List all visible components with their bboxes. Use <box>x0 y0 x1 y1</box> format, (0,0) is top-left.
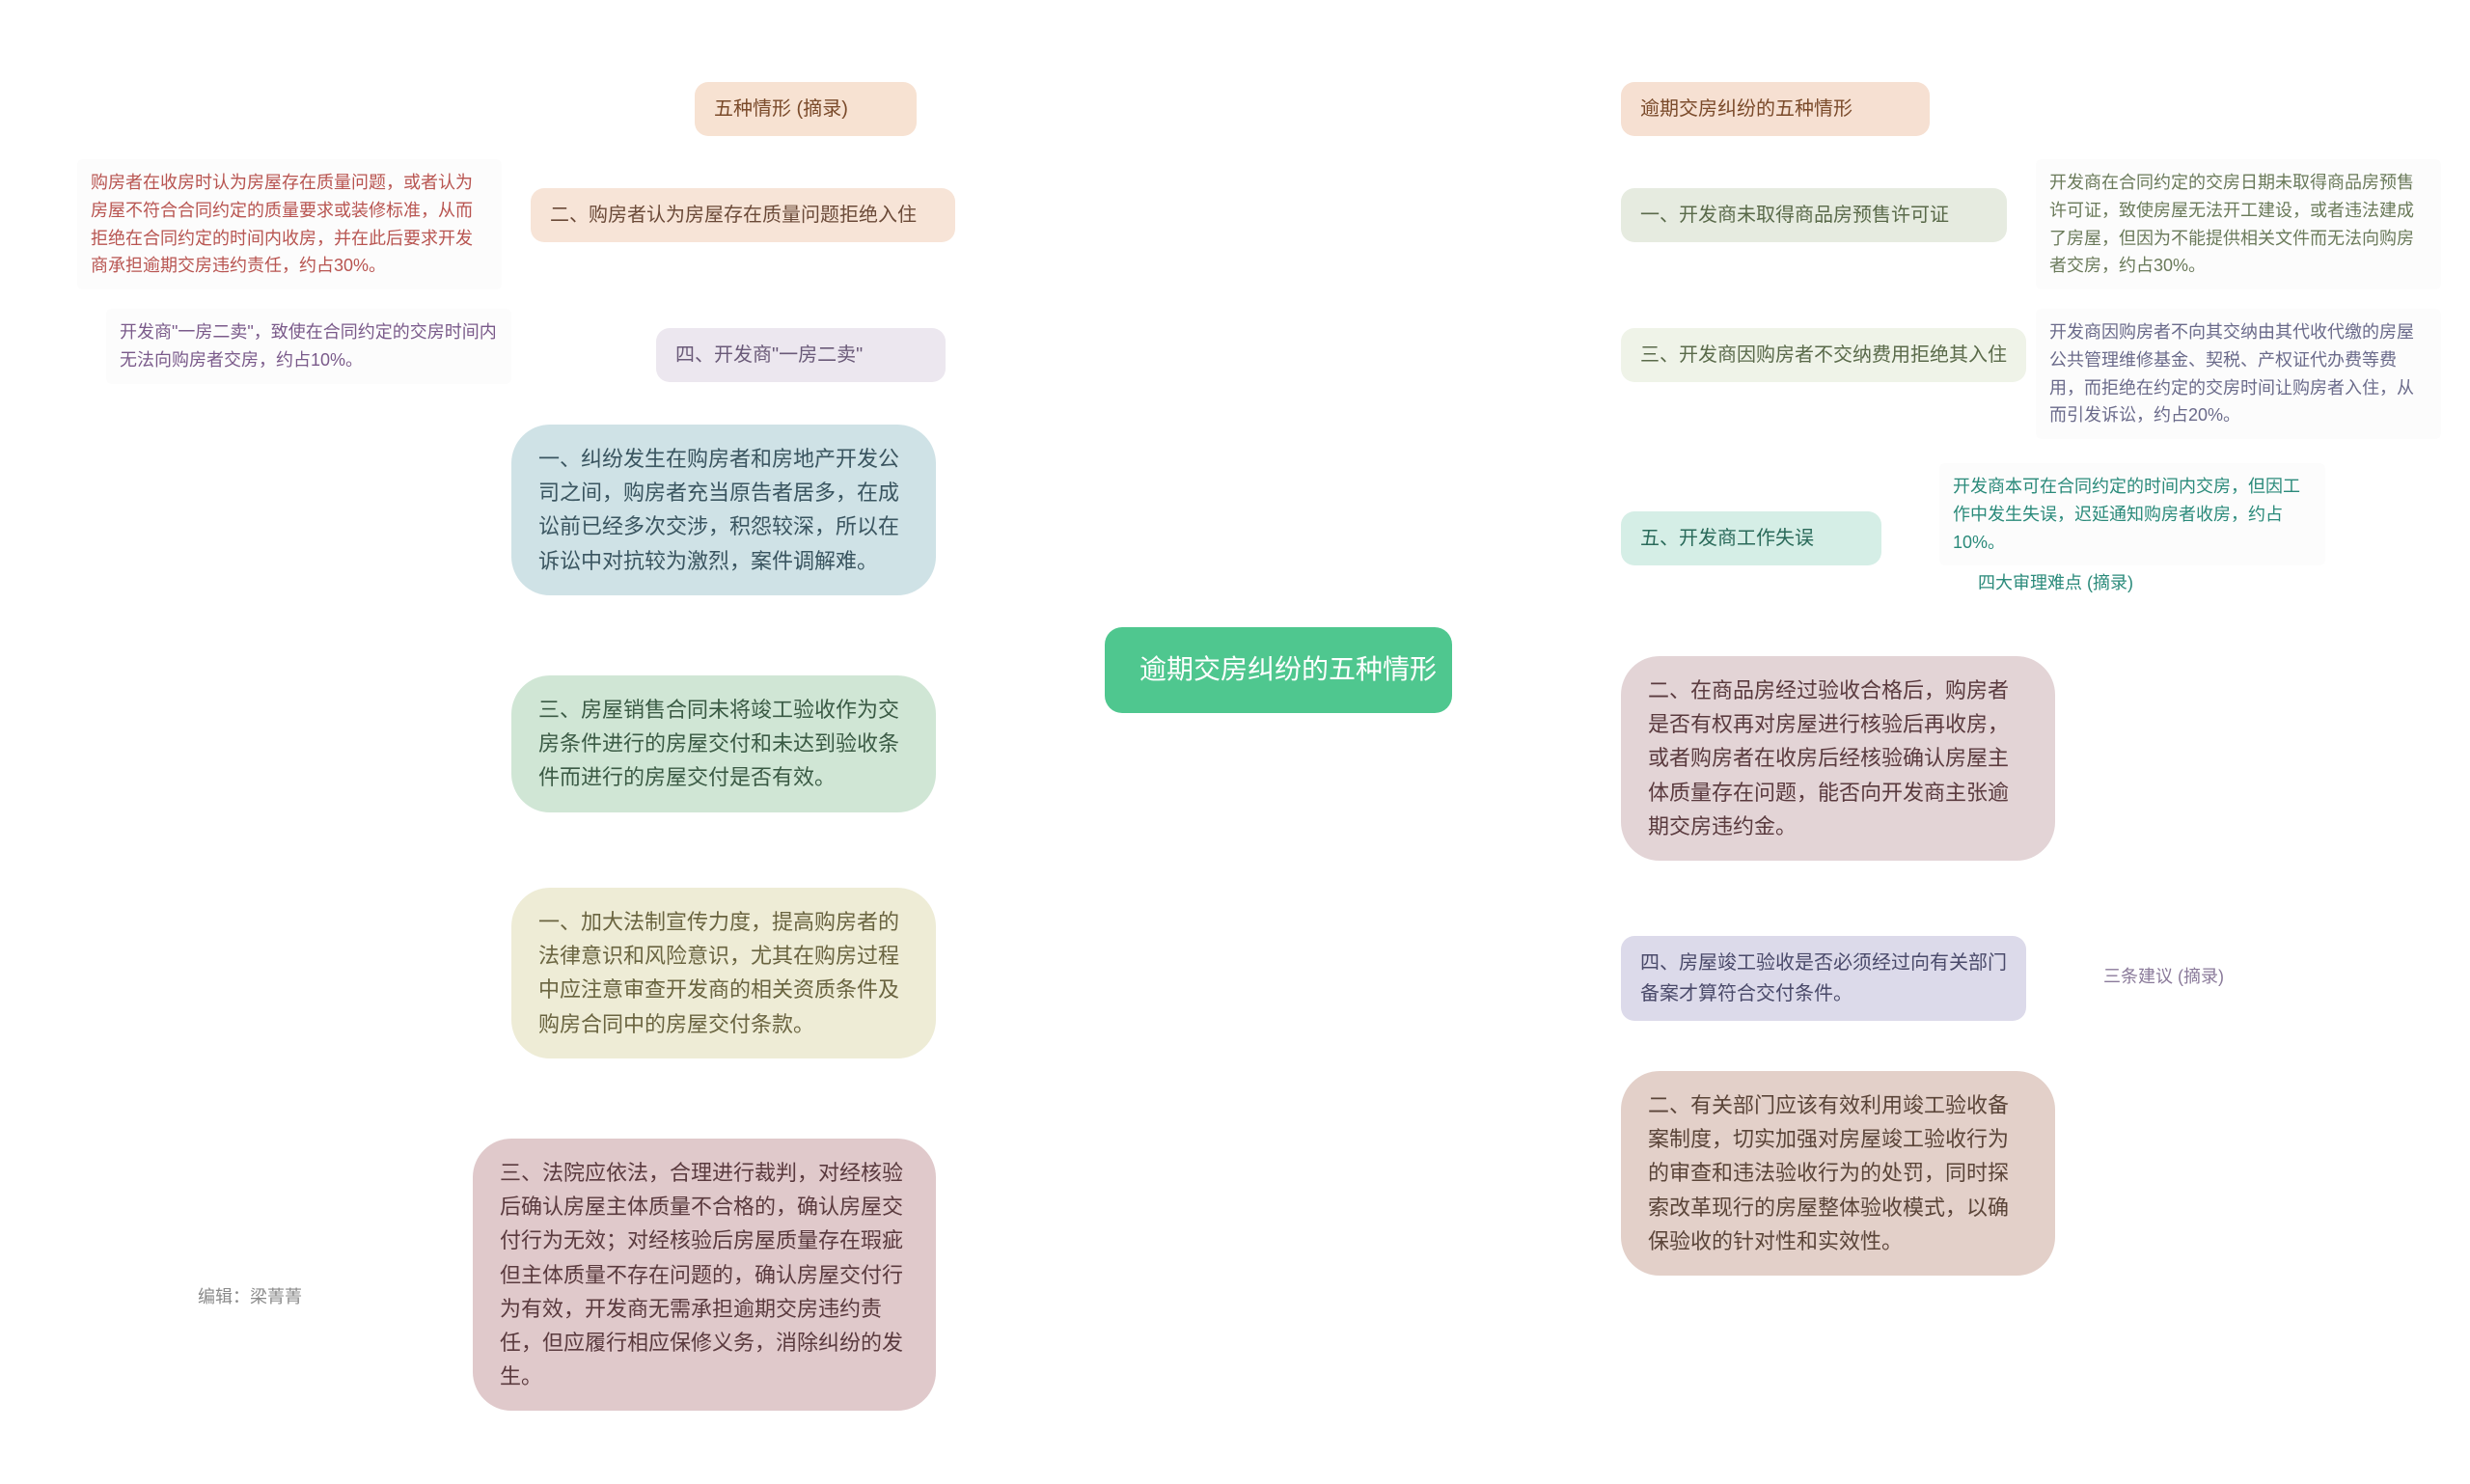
node-R6n[interactable]: 三条建议 (摘录) <box>2103 963 2267 991</box>
node-R4a[interactable]: 开发商本可在合同约定的时间内交房，但因工作中发生失误，迟延通知购房者收房，约占1… <box>1939 463 2325 565</box>
node-R4[interactable]: 五、开发商工作失误 <box>1621 511 1881 565</box>
node-L2[interactable]: 二、购房者认为房屋存在质量问题拒绝入住 <box>531 188 955 242</box>
node-L6[interactable]: 一、加大法制宣传力度，提高购房者的法律意识和风险意识，尤其在购房过程中应注意审查… <box>511 888 936 1058</box>
node-R1[interactable]: 逾期交房纠纷的五种情形 <box>1621 82 1930 136</box>
node-R4b[interactable]: 四大审理难点 (摘录) <box>1978 569 2190 597</box>
node-L3n[interactable]: 开发商"一房二卖"，致使在合同约定的交房时间内无法向购房者交房，约占10%。 <box>106 309 511 384</box>
node-R3n[interactable]: 开发商因购房者不向其交纳由其代收代缴的房屋公共管理维修基金、契税、产权证代办费等… <box>2036 309 2441 439</box>
node-L3[interactable]: 四、开发商"一房二卖" <box>656 328 946 382</box>
node-L7[interactable]: 三、法院应依法，合理进行裁判，对经核验后确认房屋主体质量不合格的，确认房屋交付行… <box>473 1139 936 1411</box>
node-R6[interactable]: 四、房屋竣工验收是否必须经过向有关部门备案才算符合交付条件。 <box>1621 936 2026 1021</box>
node-L2n[interactable]: 购房者在收房时认为房屋存在质量问题，或者认为房屋不符合合同约定的质量要求或装修标… <box>77 159 502 289</box>
node-L5[interactable]: 三、房屋销售合同未将竣工验收作为交房条件进行的房屋交付和未达到验收条件而进行的房… <box>511 675 936 812</box>
node-L7n[interactable]: 编辑：梁菁菁 <box>198 1283 343 1311</box>
node-L1[interactable]: 五种情形 (摘录) <box>695 82 917 136</box>
node-R5[interactable]: 二、在商品房经过验收合格后，购房者是否有权再对房屋进行核验后再收房，或者购房者在… <box>1621 656 2055 861</box>
node-L4[interactable]: 一、纠纷发生在购房者和房地产开发公司之间，购房者充当原告者居多，在成讼前已经多次… <box>511 425 936 595</box>
node-root[interactable]: 逾期交房纠纷的五种情形 <box>1105 627 1452 713</box>
mindmap-canvas: 逾期交房纠纷的五种情形 五种情形 (摘录) 二、购房者认为房屋存在质量问题拒绝入住购… <box>0 0 2470 1484</box>
node-R3[interactable]: 三、开发商因购房者不交纳费用拒绝其入住 <box>1621 328 2026 382</box>
node-R7[interactable]: 二、有关部门应该有效利用竣工验收备案制度，切实加强对房屋竣工验收行为的审查和违法… <box>1621 1071 2055 1276</box>
node-R2n[interactable]: 开发商在合同约定的交房日期未取得商品房预售许可证，致使房屋无法开工建设，或者违法… <box>2036 159 2441 289</box>
node-R2[interactable]: 一、开发商未取得商品房预售许可证 <box>1621 188 2007 242</box>
